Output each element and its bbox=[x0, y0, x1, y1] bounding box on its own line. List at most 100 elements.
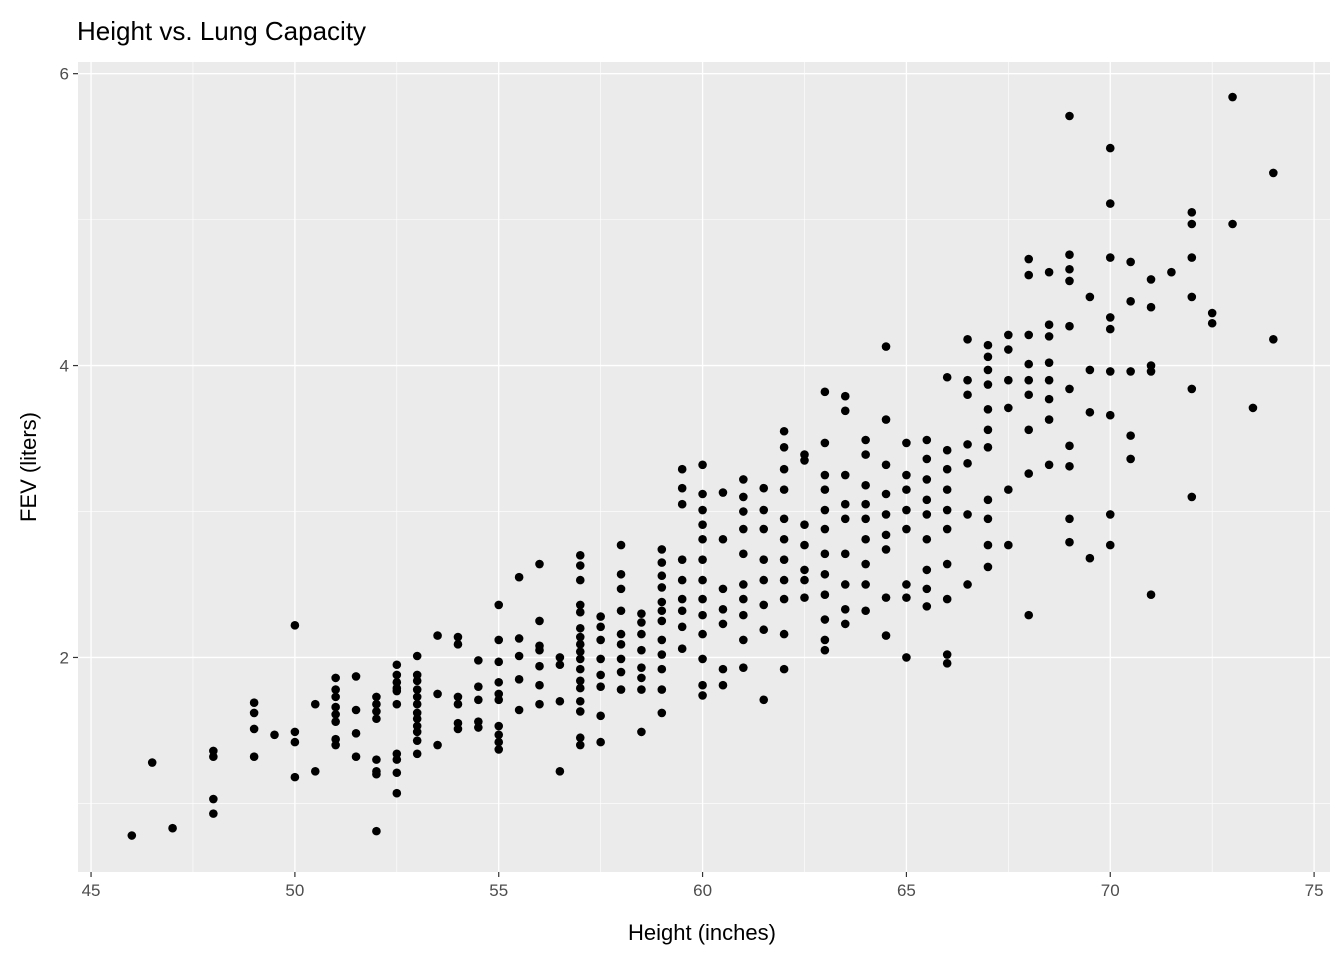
data-point bbox=[779, 664, 789, 674]
data-point bbox=[677, 606, 687, 616]
data-point bbox=[698, 691, 707, 700]
data-point bbox=[494, 600, 504, 610]
data-point bbox=[922, 454, 932, 464]
data-point bbox=[779, 575, 789, 585]
data-point bbox=[535, 559, 544, 569]
data-point bbox=[412, 692, 422, 702]
data-point bbox=[637, 673, 646, 683]
data-point bbox=[942, 559, 952, 569]
data-point bbox=[616, 584, 626, 594]
data-point bbox=[922, 602, 932, 611]
data-point bbox=[657, 606, 667, 616]
data-point bbox=[739, 549, 748, 559]
data-point bbox=[596, 622, 605, 632]
data-point bbox=[1085, 292, 1095, 302]
data-point bbox=[983, 514, 993, 524]
data-point bbox=[1105, 324, 1115, 334]
data-point bbox=[1004, 375, 1013, 385]
data-point bbox=[535, 699, 544, 709]
data-point bbox=[963, 334, 972, 344]
data-point bbox=[881, 593, 891, 602]
data-point bbox=[351, 705, 361, 715]
x-tick-label: 70 bbox=[1101, 881, 1120, 900]
data-point bbox=[718, 584, 728, 594]
data-point bbox=[412, 676, 422, 686]
y-tick-label: 2 bbox=[60, 648, 69, 667]
data-point bbox=[616, 629, 626, 639]
data-point bbox=[800, 565, 809, 575]
data-point bbox=[575, 733, 585, 743]
x-tick-label: 55 bbox=[489, 881, 508, 900]
data-point bbox=[1024, 469, 1034, 478]
data-point bbox=[1065, 461, 1074, 471]
data-point bbox=[861, 580, 870, 589]
data-point bbox=[1105, 143, 1115, 153]
data-point bbox=[575, 575, 585, 585]
data-point bbox=[1004, 403, 1013, 413]
data-point bbox=[902, 505, 911, 515]
data-point bbox=[331, 692, 340, 702]
data-point bbox=[616, 654, 626, 664]
data-point bbox=[840, 514, 850, 524]
data-point bbox=[759, 575, 769, 585]
data-point bbox=[331, 740, 340, 750]
data-point bbox=[1126, 367, 1135, 376]
data-point bbox=[739, 635, 748, 645]
data-point bbox=[1105, 510, 1115, 519]
data-point bbox=[637, 609, 646, 618]
data-point bbox=[759, 555, 769, 564]
data-point bbox=[392, 788, 402, 798]
data-point bbox=[575, 676, 585, 686]
data-point bbox=[820, 569, 830, 579]
data-point bbox=[1024, 375, 1034, 385]
data-point bbox=[840, 604, 850, 614]
data-point bbox=[1065, 111, 1074, 121]
data-point bbox=[677, 622, 687, 632]
data-point bbox=[1044, 415, 1054, 424]
data-point bbox=[922, 475, 932, 484]
data-point bbox=[739, 507, 748, 516]
data-point bbox=[657, 685, 667, 694]
data-point bbox=[1187, 384, 1197, 394]
data-point bbox=[800, 540, 809, 550]
data-point bbox=[820, 590, 830, 600]
data-point bbox=[392, 686, 402, 696]
data-point bbox=[779, 442, 789, 452]
data-point bbox=[779, 594, 789, 604]
data-point bbox=[820, 524, 830, 534]
data-point bbox=[290, 737, 300, 747]
data-point bbox=[249, 698, 259, 708]
data-point bbox=[881, 631, 891, 640]
data-point bbox=[657, 558, 667, 567]
y-axis-label: FEV (liters) bbox=[16, 412, 41, 522]
data-point bbox=[942, 445, 952, 455]
data-point bbox=[1207, 318, 1217, 328]
data-point bbox=[1207, 308, 1217, 318]
data-point bbox=[840, 580, 850, 589]
data-point bbox=[249, 708, 259, 718]
data-point bbox=[1187, 292, 1197, 302]
data-point bbox=[372, 769, 381, 779]
data-point bbox=[575, 664, 585, 674]
data-point bbox=[698, 680, 707, 690]
data-point bbox=[331, 673, 340, 683]
x-tick-label: 65 bbox=[897, 881, 916, 900]
y-tick-label: 4 bbox=[60, 357, 69, 376]
data-point bbox=[412, 651, 422, 661]
data-point bbox=[820, 485, 830, 494]
data-point bbox=[453, 724, 463, 734]
data-point bbox=[474, 723, 483, 732]
data-point bbox=[1065, 321, 1074, 331]
data-point bbox=[963, 390, 972, 400]
data-point bbox=[494, 677, 504, 687]
data-point bbox=[840, 619, 850, 629]
data-point bbox=[596, 635, 605, 645]
data-point bbox=[575, 647, 585, 656]
data-point bbox=[616, 569, 626, 579]
data-point bbox=[616, 685, 626, 694]
data-point bbox=[1167, 267, 1176, 277]
data-point bbox=[800, 575, 809, 585]
data-point bbox=[616, 606, 626, 616]
data-point bbox=[494, 730, 504, 740]
data-point bbox=[1187, 208, 1197, 217]
